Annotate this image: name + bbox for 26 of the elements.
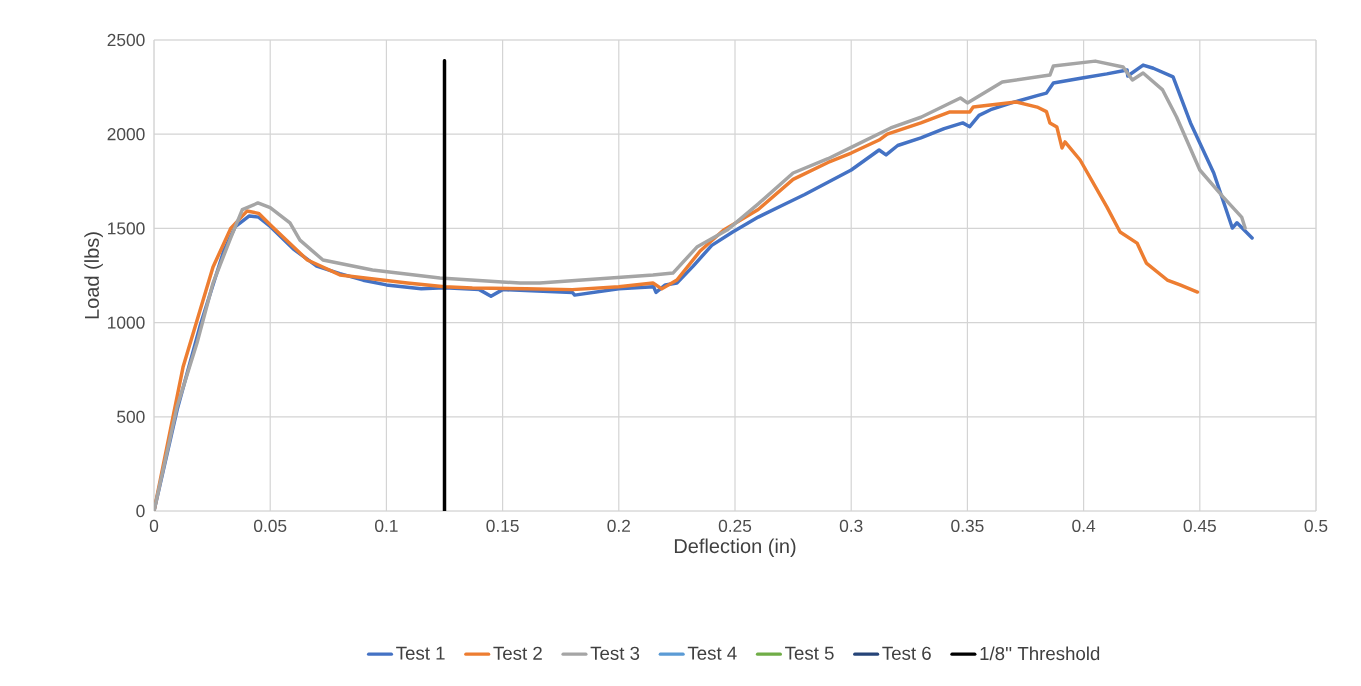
y-axis-title: Load (lbs) [84, 232, 103, 319]
x-tick-label: 0.2 [607, 519, 630, 532]
legend-label: 1/8'' Threshold [980, 646, 1100, 661]
x-tick-label: 0.5 [1304, 519, 1328, 532]
x-tick-label: 0.35 [951, 519, 984, 532]
x-tick-label: 0.1 [375, 519, 398, 532]
x-tick-label: 0.25 [718, 519, 752, 532]
y-tick-label: 1500 [108, 222, 145, 235]
legend-label: Test 6 [882, 646, 931, 660]
x-tick-label: 0.4 [1072, 519, 1096, 532]
y-tick-label: 2000 [107, 128, 145, 141]
legend-label: Test 3 [590, 646, 640, 660]
legend-label: Test 5 [785, 646, 834, 660]
x-tick-label: 0.3 [839, 519, 863, 532]
x-tick-label: 0 [149, 519, 159, 532]
legend-label: Test 4 [687, 646, 737, 660]
x-tick-label: 0.05 [254, 519, 287, 532]
legend-label: Test 2 [493, 646, 542, 660]
legend-label: Test 1 [396, 646, 445, 660]
y-tick-label: 0 [136, 504, 145, 518]
x-tick-label: 0.45 [1183, 519, 1216, 532]
x-axis-title: Deflection (in) [674, 538, 796, 558]
y-tick-label: 500 [117, 410, 145, 423]
y-tick-label: 2500 [107, 33, 145, 47]
y-tick-label: 1000 [108, 316, 145, 329]
x-tick-label: 0.15 [486, 519, 519, 532]
